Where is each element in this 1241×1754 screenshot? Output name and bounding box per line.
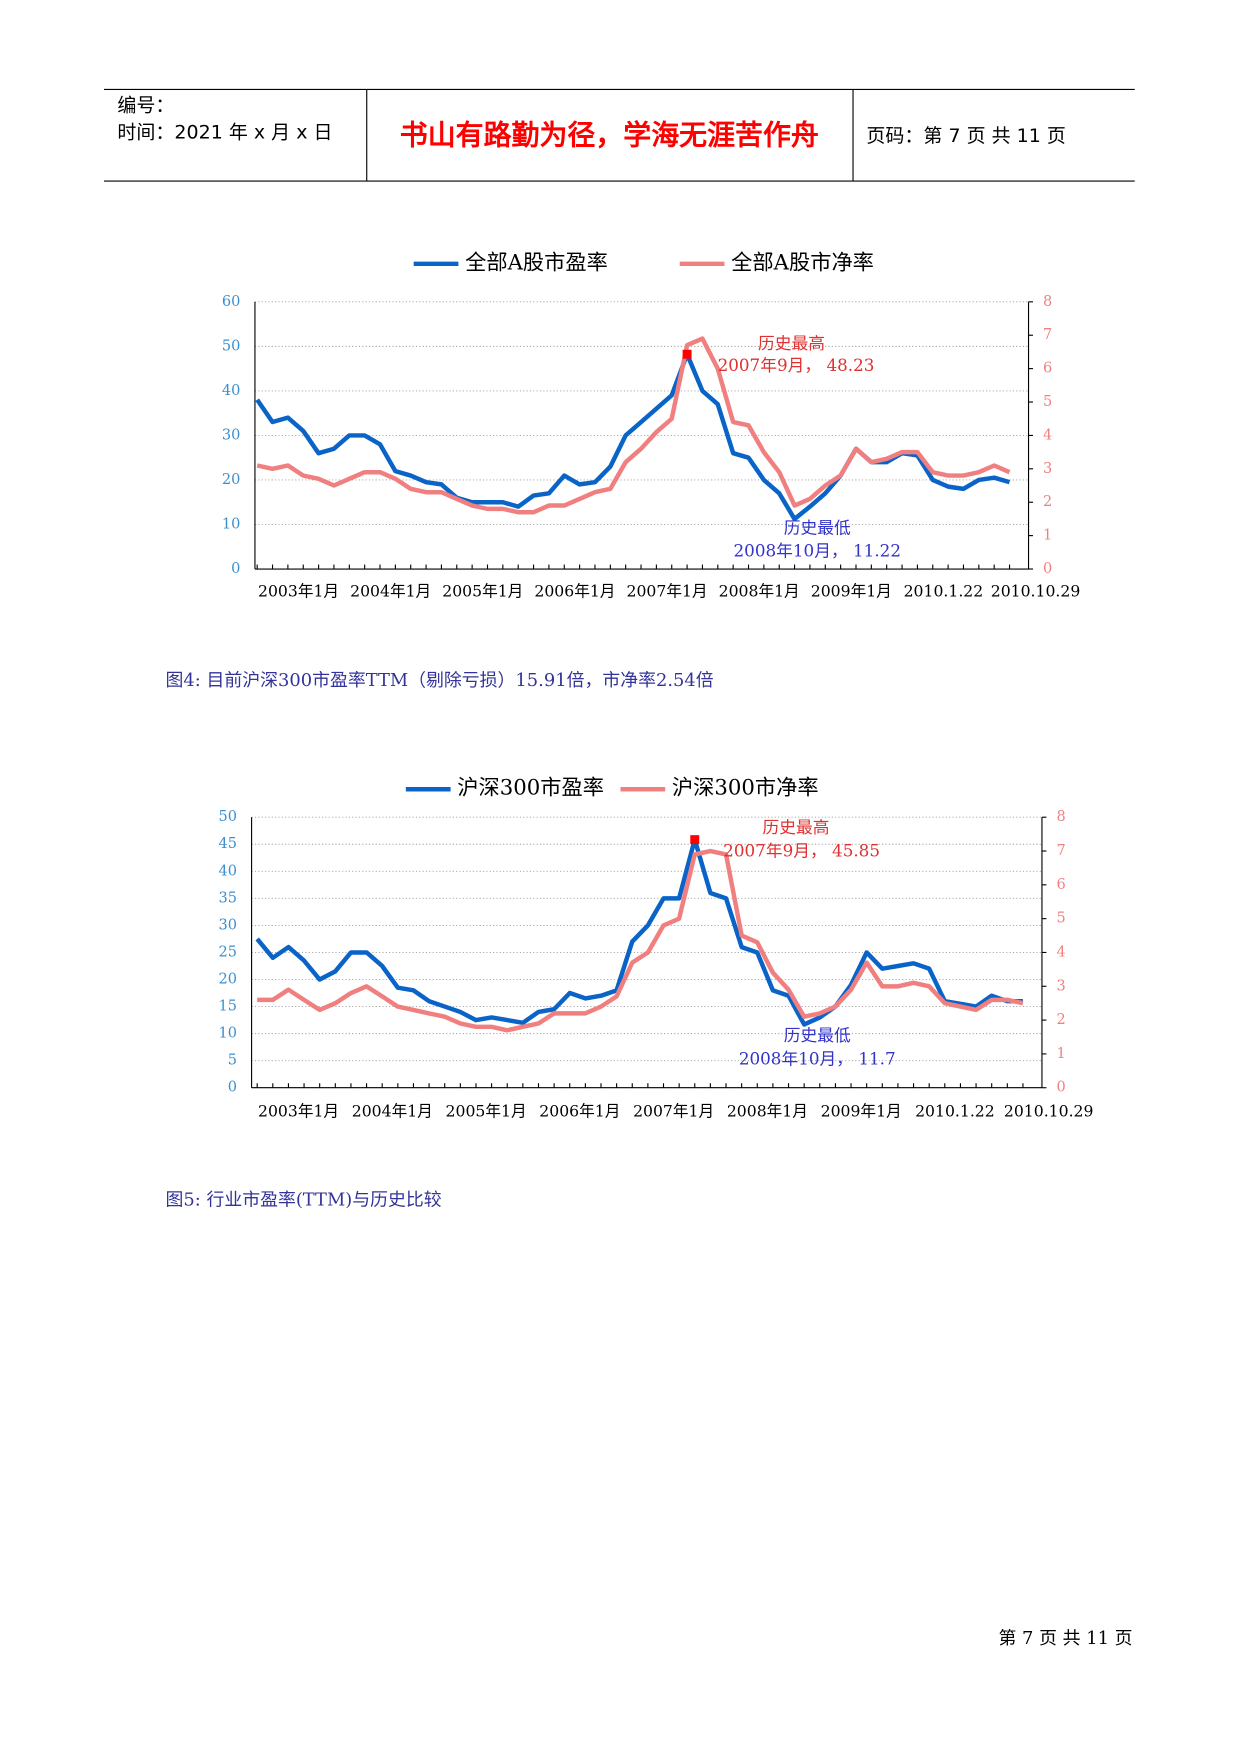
y-tick-label: 60: [222, 294, 240, 310]
y2-tick-label: 2: [1056, 1012, 1065, 1028]
y2-tick-label: 5: [1056, 911, 1065, 927]
y2-tick-label: 4: [1056, 944, 1065, 960]
y-tick-label: 50: [222, 338, 240, 354]
annotation: 历史最低: [784, 1025, 851, 1045]
series-line: [255, 837, 1023, 1027]
x-tick-label: 2006年1月: [534, 581, 615, 600]
x-tick-label: 2005年1月: [442, 581, 523, 600]
y2-tick-label: 8: [1056, 809, 1065, 825]
series-line: [257, 848, 1024, 1033]
y2-tick-label: 3: [1043, 461, 1052, 477]
x-tick-label: 2007年1月: [633, 1101, 714, 1120]
x-tick-label: 2010.1.22: [915, 1101, 995, 1120]
y2-tick-label: 1: [1056, 1046, 1065, 1062]
y-tick-label: 40: [222, 383, 240, 399]
y-tick-label: 5: [228, 1053, 237, 1069]
x-tick-label: 2004年1月: [352, 1101, 433, 1120]
annotation: 2008年10月， 11.7: [739, 1048, 896, 1068]
caption: 图4: 目前沪深300市盈率TTM（剔除亏损）15.91倍，市净率2.54倍: [166, 670, 714, 691]
y2-tick-label: 4: [1043, 427, 1052, 443]
y-tick-label: 15: [219, 999, 237, 1015]
x-tick-label: 2009年1月: [811, 581, 892, 600]
x-tick-label: 2010.10.29: [1004, 1101, 1094, 1120]
x-tick-label: 2006年1月: [539, 1101, 620, 1120]
y2-tick-label: 6: [1056, 877, 1065, 893]
header-page: 页码：第 7 页 共 11 页: [866, 125, 1065, 147]
series-line: [256, 336, 1011, 515]
caption: 图5: 行业市盈率(TTM)与历史比较: [166, 1190, 442, 1211]
annotation: 2007年9月， 45.85: [723, 840, 880, 860]
y-tick-label: 30: [219, 917, 237, 933]
peak-marker: [690, 835, 700, 845]
x-tick-label: 2010.1.22: [904, 581, 984, 600]
annotation: 2007年9月， 48.23: [718, 355, 875, 375]
y-tick-label: 35: [219, 890, 237, 906]
y2-tick-label: 2: [1043, 494, 1052, 510]
legend-label: 沪深300市净率: [672, 776, 819, 801]
y-tick-label: 50: [219, 809, 237, 825]
x-tick-label: 2003年1月: [258, 581, 339, 600]
y2-tick-label: 0: [1056, 1080, 1065, 1096]
y2-tick-label: 1: [1043, 528, 1052, 544]
y-tick-label: 20: [219, 972, 237, 988]
header-code: 编号：: [117, 95, 174, 117]
annotation: 2008年10月， 11.22: [734, 541, 901, 561]
x-tick-label: 2008年1月: [719, 581, 800, 600]
y-tick-label: 45: [219, 836, 237, 852]
y-tick-label: 20: [222, 472, 240, 488]
series-line: [255, 352, 1011, 522]
y-tick-label: 0: [228, 1080, 237, 1096]
y-tick-label: 10: [219, 1026, 237, 1042]
y2-tick-label: 5: [1043, 394, 1052, 410]
annotation: 历史最高: [758, 333, 825, 353]
y-tick-label: 30: [222, 427, 240, 443]
x-tick-label: 2010.10.29: [991, 581, 1081, 600]
x-tick-label: 2003年1月: [258, 1101, 339, 1120]
x-tick-label: 2009年1月: [821, 1101, 902, 1120]
y2-tick-label: 7: [1056, 843, 1065, 859]
y-tick-label: 0: [231, 561, 240, 577]
annotation: 历史最高: [763, 817, 830, 837]
legend-label: 全部A股市盈率: [465, 250, 608, 275]
x-tick-label: 2007年1月: [627, 581, 708, 600]
header-title: 书山有路勤为径，学海无涯苦作舟: [400, 118, 819, 151]
x-tick-label: 2004年1月: [350, 581, 431, 600]
x-tick-label: 2008年1月: [727, 1101, 808, 1120]
annotation: 历史最低: [784, 517, 851, 537]
legend-label: 沪深300市盈率: [457, 776, 604, 801]
y2-tick-label: 0: [1043, 561, 1052, 577]
legend-label: 全部A股市净率: [731, 250, 874, 275]
y-tick-label: 40: [219, 863, 237, 879]
y2-tick-label: 3: [1056, 978, 1065, 994]
y2-tick-label: 8: [1043, 294, 1052, 310]
header-time: 时间：2021 年 x 月 x 日: [117, 122, 332, 144]
x-tick-label: 2005年1月: [446, 1101, 527, 1120]
y2-tick-label: 6: [1043, 361, 1052, 377]
peak-marker: [682, 349, 692, 359]
y-tick-label: 25: [219, 944, 237, 960]
y-tick-label: 10: [222, 516, 240, 532]
y2-tick-label: 7: [1043, 327, 1052, 343]
footer: 第 7 页 共 11 页: [998, 1628, 1132, 1649]
